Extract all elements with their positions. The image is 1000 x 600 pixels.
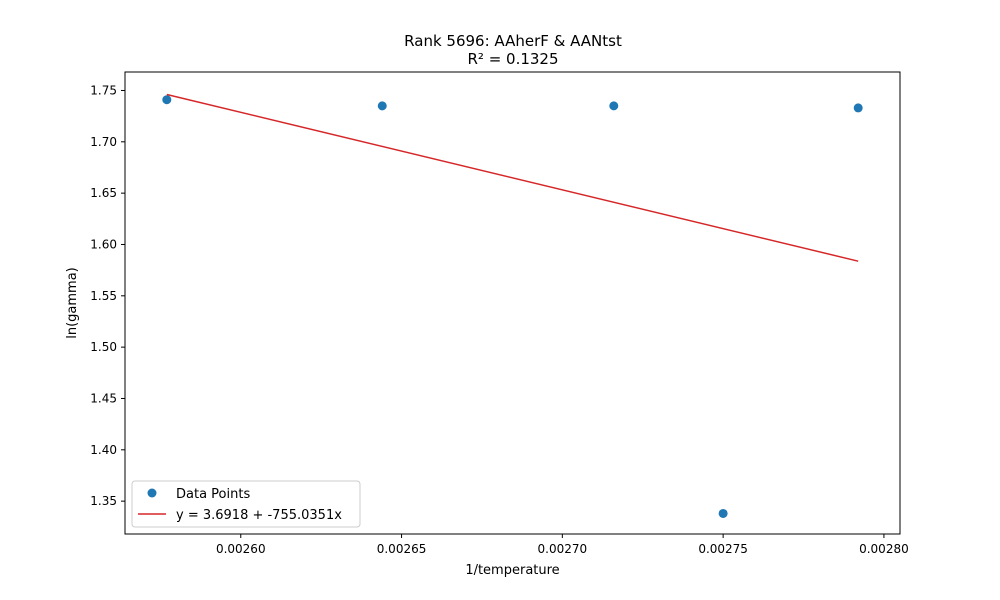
y-tick-label: 1.70 [90,135,117,149]
y-tick-label: 1.50 [90,340,117,354]
x-axis-label: 1/temperature [465,563,559,578]
plot-marks [162,93,863,518]
x-tick-label: 0.00275 [698,542,748,556]
data-point [718,508,728,518]
y-axis-label: ln(gamma) [65,267,80,339]
data-point [609,101,619,111]
chart-title: Rank 5696: AAherF & AANtst [404,32,622,50]
y-tick-label: 1.40 [90,443,117,457]
y-tick-label: 1.35 [90,494,117,508]
plot-frame [124,71,901,535]
y-axis-ticks: 1.35 1.40 1.45 1.50 1.55 1.60 1.65 1.70 1.75 [90,83,125,508]
legend-marker-data-points [147,488,157,498]
x-tick-label: 0.00260 [216,542,266,556]
x-tick-label: 0.00270 [538,542,588,556]
data-point [162,95,172,105]
legend-label-fit-line: y = 3.6918 + -755.0351x [176,508,342,523]
y-tick-label: 1.75 [90,83,117,97]
y-tick-label: 1.60 [90,237,117,251]
legend-label-data-points: Data Points [176,487,250,502]
y-tick-label: 1.55 [90,289,117,303]
legend-box [131,480,361,528]
legend: Data Points y = 3.6918 + -755.0351x [131,480,361,528]
y-tick-label: 1.65 [90,186,117,200]
chart-subtitle: R² = 0.1325 [467,50,558,68]
data-point [377,101,387,111]
plot-area [125,72,900,534]
y-tick-label: 1.45 [90,391,117,405]
regression-line [166,93,859,262]
x-tick-label: 0.00265 [377,542,427,556]
x-tick-label: 0.00280 [859,542,909,556]
x-axis-ticks: 0.00260 0.00265 0.00270 0.00275 0.00280 [216,534,909,556]
data-point [853,103,863,113]
